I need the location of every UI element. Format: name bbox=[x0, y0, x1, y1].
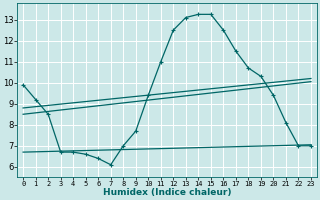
X-axis label: Humidex (Indice chaleur): Humidex (Indice chaleur) bbox=[103, 188, 231, 197]
